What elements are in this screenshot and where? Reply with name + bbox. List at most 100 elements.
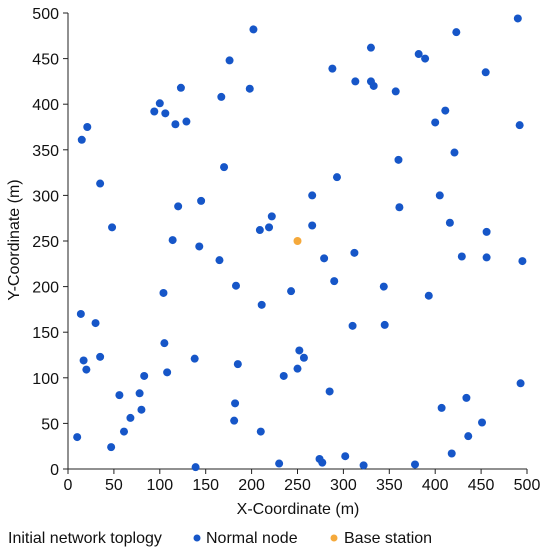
point-normal-node — [431, 118, 440, 127]
point-normal-node — [257, 300, 266, 309]
point-normal-node — [215, 256, 224, 265]
y-tick-label: 250 — [32, 234, 59, 251]
point-normal-node — [482, 227, 491, 236]
point-normal-node — [140, 371, 149, 380]
point-normal-node — [91, 319, 100, 328]
point-normal-node — [137, 405, 146, 414]
point-normal-node — [265, 223, 274, 232]
point-normal-node — [217, 92, 226, 101]
legend-marker-normal-node — [193, 534, 201, 542]
legend-title: Initial network toplogy — [8, 530, 162, 547]
point-normal-node — [160, 339, 169, 348]
x-tick-label: 50 — [105, 477, 123, 494]
point-normal-node — [516, 379, 525, 388]
point-normal-node — [414, 50, 423, 59]
x-tick-label: 0 — [64, 477, 73, 494]
point-normal-node — [435, 191, 444, 200]
point-normal-node — [83, 123, 92, 131]
x-tick-label: 300 — [330, 477, 357, 494]
point-normal-node — [481, 68, 490, 77]
y-tick-label: 400 — [32, 97, 59, 114]
point-normal-node — [318, 458, 327, 467]
point-normal-node — [308, 191, 317, 200]
point-normal-node — [96, 352, 105, 361]
point-normal-node — [279, 371, 288, 380]
point-normal-node — [161, 109, 170, 118]
point-normal-node — [457, 252, 466, 261]
y-tick-label: 150 — [32, 325, 59, 342]
point-normal-node — [220, 163, 229, 172]
point-normal-node — [515, 121, 524, 130]
point-normal-node — [233, 360, 242, 369]
point-normal-node — [182, 117, 191, 126]
point-normal-node — [76, 309, 85, 318]
x-tick-label: 150 — [192, 477, 219, 494]
point-normal-node — [464, 432, 473, 441]
point-normal-node — [462, 393, 471, 402]
point-normal-node — [445, 218, 454, 227]
point-normal-node — [73, 433, 82, 442]
point-normal-node — [421, 54, 430, 63]
point-normal-node — [126, 413, 135, 422]
y-tick-label: 350 — [32, 143, 59, 160]
point-normal-node — [299, 353, 308, 362]
y-axis-ticks: 0 50 100 150 200 250 300 350 400 450 500 — [32, 6, 68, 479]
point-normal-node — [79, 356, 88, 365]
point-normal-node — [332, 173, 341, 182]
point-normal-node — [77, 135, 86, 144]
point-normal-node — [275, 459, 284, 468]
point-normal-node — [325, 387, 334, 396]
point-normal-node — [478, 418, 487, 427]
point-normal-node — [482, 253, 491, 262]
x-tick-label: 100 — [146, 477, 173, 494]
point-normal-node — [351, 77, 360, 86]
point-normal-node — [108, 223, 117, 232]
point-normal-node — [450, 148, 459, 157]
legend-label-normal-node: Normal node — [206, 530, 298, 547]
x-tick-label: 350 — [376, 477, 403, 494]
point-normal-node — [82, 365, 91, 374]
point-normal-node — [411, 460, 420, 469]
point-normal-node — [437, 403, 446, 412]
legend-label-base-station: Base station — [344, 530, 432, 547]
point-normal-node — [176, 83, 185, 92]
point-normal-node — [295, 346, 304, 355]
point-normal-node — [287, 287, 296, 296]
point-normal-node — [155, 99, 164, 108]
point-normal-node — [341, 452, 350, 461]
point-normal-node — [366, 43, 375, 52]
point-normal-node — [255, 226, 264, 235]
point-normal-node — [191, 463, 200, 472]
point-normal-node — [225, 56, 234, 65]
point-normal-node — [441, 106, 450, 115]
y-axis-label: Y-Coordinate (m) — [6, 179, 23, 300]
y-tick-label: 100 — [32, 371, 59, 388]
x-axis-label: X-Coordinate (m) — [237, 501, 360, 518]
point-normal-node — [320, 254, 329, 263]
y-tick-label: 200 — [32, 280, 59, 297]
point-normal-node — [249, 25, 258, 34]
y-tick-label: 500 — [32, 6, 59, 23]
point-normal-node — [391, 87, 400, 96]
point-normal-node — [424, 291, 433, 300]
point-normal-node — [308, 221, 317, 230]
point-normal-node — [380, 320, 389, 329]
point-normal-node — [369, 81, 378, 90]
legend: Initial network toplogy Normal node Base… — [8, 530, 432, 547]
point-normal-node — [150, 107, 159, 116]
y-tick-label: 300 — [32, 188, 59, 205]
point-normal-node — [231, 399, 240, 408]
x-tick-label: 400 — [422, 477, 449, 494]
point-normal-node — [231, 281, 240, 290]
point-base-station — [293, 237, 302, 245]
point-normal-node — [293, 364, 302, 373]
x-tick-label: 500 — [514, 477, 541, 494]
point-normal-node — [379, 282, 388, 291]
point-normal-node — [135, 389, 144, 398]
point-normal-node — [330, 277, 339, 286]
point-normal-node — [168, 236, 177, 245]
point-normal-node — [190, 354, 199, 363]
point-normal-node — [513, 14, 522, 23]
point-normal-node — [328, 64, 337, 73]
legend-marker-base-station — [330, 534, 338, 542]
